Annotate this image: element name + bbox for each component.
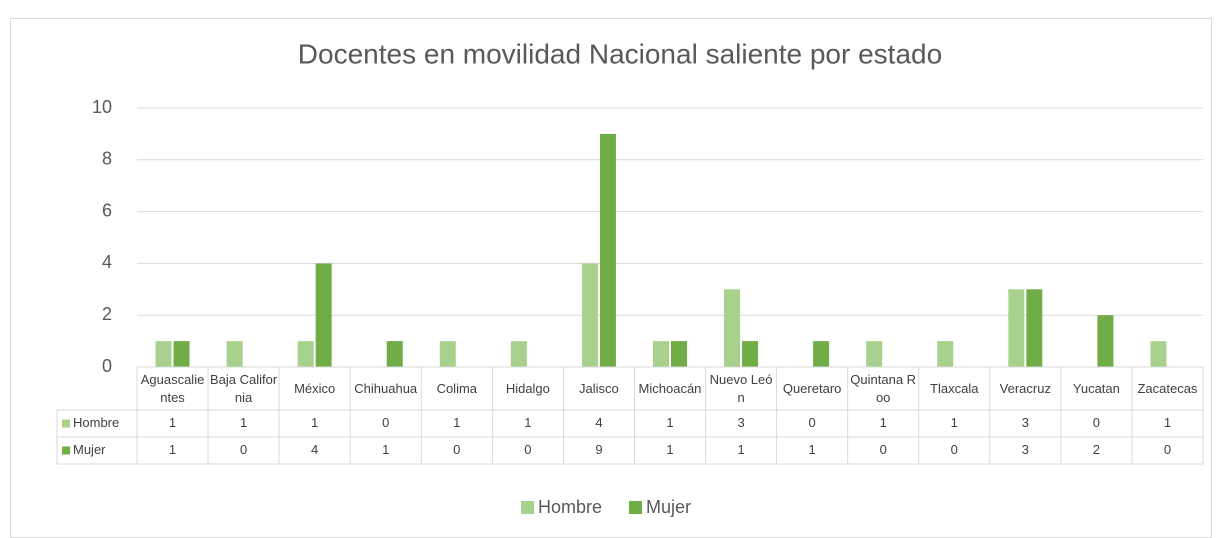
legend-key: [629, 501, 642, 514]
bar: [581, 263, 598, 367]
chart-title: Docentes en movilidad Nacional saliente …: [298, 38, 942, 69]
x-tick-label: Veracruz: [999, 380, 1051, 396]
legend-label: Mujer: [646, 497, 691, 517]
bar: [742, 341, 759, 367]
table-value: 1: [169, 442, 176, 457]
table-value: 1: [666, 415, 673, 430]
table-value: 0: [240, 442, 247, 457]
table-value: 3: [1022, 415, 1029, 430]
bar: [653, 341, 669, 367]
row-label: Mujer: [73, 442, 106, 457]
x-tick-label: Yucatan: [1072, 380, 1120, 396]
x-tick-label: Queretaro: [782, 380, 842, 396]
table-value: 0: [1093, 415, 1100, 430]
table-value: 1: [524, 415, 531, 430]
bar: [1097, 315, 1114, 367]
table-value: 1: [951, 415, 958, 430]
table-value: 3: [1022, 442, 1029, 457]
bar: [315, 263, 332, 367]
x-tick-label: Quintana Roo: [850, 371, 917, 405]
table-value: 4: [311, 442, 318, 457]
bar: [1026, 289, 1043, 367]
x-tick-label: Nuevo León: [709, 371, 773, 405]
x-tick-label: Chihuahua: [354, 380, 418, 396]
table-value: 1: [1164, 415, 1171, 430]
table-value: 1: [809, 442, 816, 457]
y-tick-label: 2: [102, 304, 112, 324]
table-value: 0: [382, 415, 389, 430]
row-label: Hombre: [73, 415, 119, 430]
bar: [510, 341, 527, 367]
y-tick-label: 8: [102, 149, 112, 169]
table-value: 4: [595, 415, 602, 430]
bar: [386, 341, 403, 367]
legend-key: [521, 501, 534, 514]
bar: [1150, 341, 1167, 367]
table-value: 1: [311, 415, 318, 430]
bar: [724, 289, 741, 367]
bar: [813, 341, 830, 367]
y-tick-label: 4: [102, 252, 112, 272]
table-value: 0: [524, 442, 531, 457]
table-value: 9: [595, 442, 602, 457]
x-tick-label: Zacatecas: [1137, 380, 1198, 396]
table-value: 1: [666, 442, 673, 457]
bar: [1008, 289, 1025, 367]
bar: [866, 341, 883, 367]
x-tick-label: Jalisco: [579, 380, 619, 396]
table-value: 0: [951, 442, 958, 457]
table-value: 1: [880, 415, 887, 430]
x-tick-label: México: [294, 380, 336, 396]
table-value: 1: [169, 415, 176, 430]
bar: [671, 341, 687, 367]
legend-label: Hombre: [538, 497, 602, 517]
table-value: 1: [453, 415, 460, 430]
table-value: 1: [737, 442, 744, 457]
table-value: 0: [880, 442, 887, 457]
x-tick-label: Michoacán: [638, 380, 702, 396]
x-tick-label: Aguascalientes: [140, 371, 205, 405]
x-tick-label: Colima: [436, 380, 478, 396]
bar: [155, 341, 172, 367]
x-tick-label: Tlaxcala: [930, 380, 979, 396]
y-tick-label: 6: [102, 200, 112, 220]
table-value: 1: [240, 415, 247, 430]
legend-key: [62, 419, 70, 428]
bar: [226, 341, 243, 367]
x-tick-label: Hidalgo: [505, 380, 550, 396]
bar: [297, 341, 314, 367]
table-value: 0: [453, 442, 460, 457]
y-tick-label: 10: [92, 97, 112, 117]
x-tick-label: Baja California: [209, 371, 278, 405]
table-value: 0: [1164, 442, 1171, 457]
bar: [173, 341, 190, 367]
bar: [439, 341, 456, 367]
y-tick-label: 0: [102, 356, 112, 376]
legend-key: [62, 446, 70, 455]
table-value: 2: [1093, 442, 1100, 457]
table-value: 3: [737, 415, 744, 430]
table-value: 0: [809, 415, 816, 430]
bar: [599, 133, 616, 367]
table-value: 1: [382, 442, 389, 457]
bar: [937, 341, 954, 367]
